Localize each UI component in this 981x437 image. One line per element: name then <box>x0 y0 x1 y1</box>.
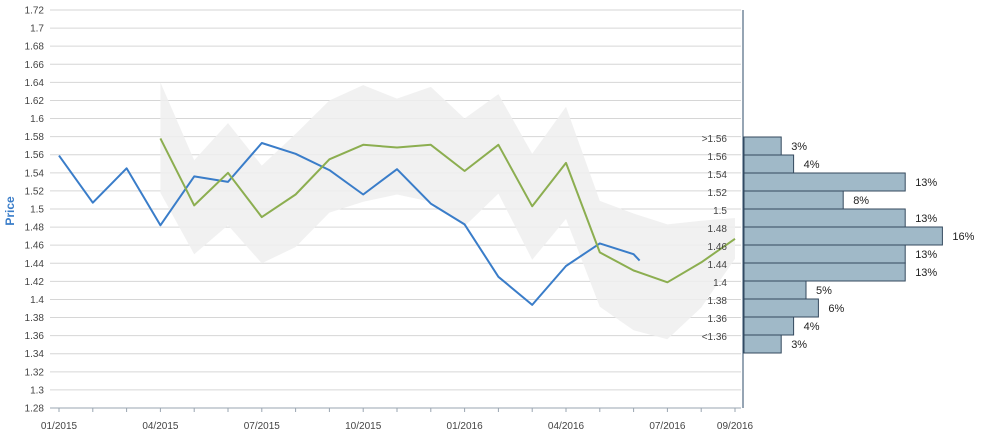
histogram-pct-label: 5% <box>816 285 832 297</box>
histogram-pct-label: 3% <box>791 141 807 153</box>
histogram-bar <box>743 334 782 354</box>
y-tick-label: 1.38 <box>25 313 45 324</box>
histogram-bin-label: 1.48 <box>708 224 728 235</box>
histogram-bin-label: 1.54 <box>708 170 728 181</box>
histogram-bin-label: 1.5 <box>713 206 727 217</box>
histogram-bar <box>743 262 906 282</box>
forecast-line <box>159 137 736 284</box>
histogram-bin-label: 1.38 <box>708 296 728 307</box>
y-tick-label: 1.4 <box>30 295 44 306</box>
y-tick-label: 1.34 <box>25 349 45 360</box>
histogram-pct-label: 4% <box>804 159 820 171</box>
forecast-band <box>160 82 735 340</box>
y-tick-label: 1.54 <box>25 168 45 179</box>
histogram-pct-label: 4% <box>804 321 820 333</box>
x-tick-label: 04/2015 <box>142 421 179 432</box>
histogram-bar <box>743 172 906 192</box>
actual-price-line <box>58 142 641 306</box>
y-tick-label: 1.28 <box>25 404 45 415</box>
x-tick-label: 07/2016 <box>649 421 686 432</box>
y-tick-label: 1.66 <box>25 60 45 71</box>
histogram-pct-label: 6% <box>828 303 844 315</box>
y-tick-label: 1.56 <box>25 150 45 161</box>
x-tick-label: 10/2015 <box>345 421 382 432</box>
histogram-bar <box>743 208 906 228</box>
x-tick-label: 01/2015 <box>41 421 78 432</box>
histogram-bin-label: 1.46 <box>708 242 728 253</box>
x-tick-label: 04/2016 <box>548 421 585 432</box>
x-tick-label: 09/2016 <box>717 421 754 432</box>
y-tick-label: 1.48 <box>25 223 45 234</box>
y-tick-label: 1.44 <box>25 259 45 270</box>
y-tick-label: 1.72 <box>25 6 45 17</box>
histogram: >1.56 3% 1.56 4% 1.54 13% 1.52 8% 1.5 13% 1.48 16% 1… <box>702 134 975 354</box>
y-tick-label: 1.42 <box>25 277 45 288</box>
histogram-bin-label: >1.56 <box>702 134 728 145</box>
y-tick-label: 1.64 <box>25 78 45 89</box>
histogram-bin-label: <1.36 <box>702 332 728 343</box>
y-tick-label: 1.7 <box>30 24 44 35</box>
y-tick-label: 1.6 <box>30 114 44 125</box>
y-tick-label: 1.46 <box>25 241 45 252</box>
histogram-pct-label: 8% <box>853 195 869 207</box>
series-lines <box>58 137 736 306</box>
histogram-bar <box>743 190 844 210</box>
histogram-pct-label: 13% <box>915 177 937 189</box>
x-tick-label: 07/2015 <box>244 421 281 432</box>
histogram-pct-label: 13% <box>915 213 937 225</box>
histogram-pct-label: 13% <box>915 249 937 261</box>
histogram-bar <box>743 244 906 264</box>
histogram-bar <box>743 280 807 300</box>
y-tick-label: 1.52 <box>25 186 45 197</box>
histogram-pct-label: 3% <box>791 339 807 351</box>
histogram-bin-label: 1.56 <box>708 152 728 163</box>
y-tick-label: 1.62 <box>25 96 45 107</box>
histogram-pct-label: 13% <box>915 267 937 279</box>
histogram-pct-label: 16% <box>952 231 974 243</box>
histogram-bin-label: 1.44 <box>708 260 728 271</box>
histogram-bin-label: 1.52 <box>708 188 728 199</box>
gridlines <box>50 9 741 409</box>
y-tick-label: 1.5 <box>30 205 44 216</box>
histogram-bin-label: 1.4 <box>713 278 727 289</box>
y-tick-label: 1.32 <box>25 367 45 378</box>
y-tick-label: 1.68 <box>25 42 45 53</box>
y-tick-label: 1.36 <box>25 331 45 342</box>
histogram-bar <box>743 226 943 246</box>
histogram-bar <box>743 136 782 156</box>
x-tick-label: 01/2016 <box>447 421 484 432</box>
histogram-bar <box>743 316 795 336</box>
y-tick-label: 1.3 <box>30 385 44 396</box>
y-tick-label: 1.58 <box>25 132 45 143</box>
y-axis-label: Price <box>3 196 17 226</box>
histogram-bar <box>743 154 795 174</box>
axes: 1.28 1.3 1.32 1.34 1.36 1.38 1.4 1.42 1.44 1.46 1.… <box>25 6 754 433</box>
histogram-bar <box>743 298 819 318</box>
histogram-bin-label: 1.36 <box>708 314 728 325</box>
